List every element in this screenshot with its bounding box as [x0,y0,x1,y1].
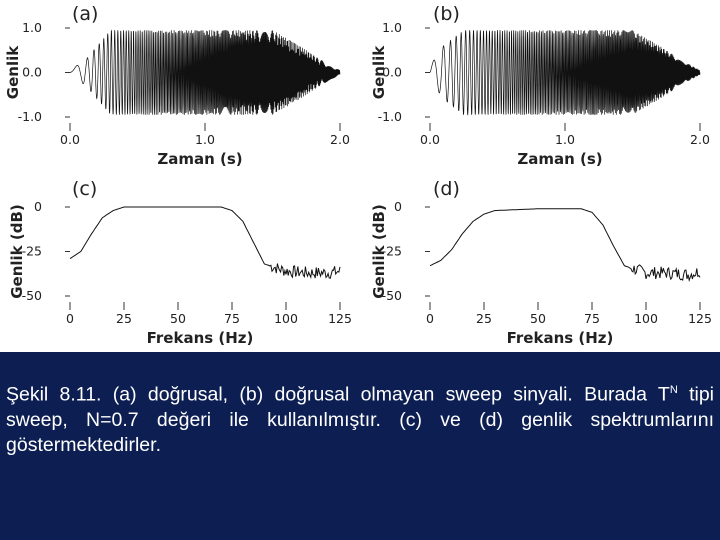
figure: (a) 1.0 0.0 -1.0 0.0 1.0 2.0 Zaman (s) Genlik (b)… [4,3,712,347]
x-axis-title: Zaman (s) [157,150,242,168]
x-tick-label: 50 [170,311,186,326]
y-tick-label: 1.0 [382,20,402,35]
signal-line [70,29,341,115]
panel-label: (b) [433,3,460,25]
y-tick-label: 0 [394,199,402,214]
x-tick-label: 25 [476,311,492,326]
y-tick-label: 0.0 [382,65,402,80]
x-tick-label: 125 [688,311,712,326]
figure-svg: (a) 1.0 0.0 -1.0 0.0 1.0 2.0 Zaman (s) Genlik (b)… [4,3,712,347]
signal-line [429,29,701,116]
caption-number: Şekil 8.11. [6,383,102,406]
x-axis-title: Zaman (s) [517,150,602,168]
x-tick-label: 25 [116,311,132,326]
x-tick-label: 2.0 [690,132,710,147]
y-tick-label: -50 [382,288,402,303]
x-tick-label: 0.0 [420,132,440,147]
spectrum-line [429,208,701,283]
x-tick-label: 0 [66,311,74,326]
panel-label: (a) [72,3,98,25]
y-tick-label: -50 [22,288,42,303]
figure-caption: Şekil 8.11. (a) doğrusal, (b) doğrusal o… [6,378,714,458]
y-axis-title: Genlik (dB) [370,204,388,299]
x-tick-label: 125 [328,311,352,326]
panel-label: (c) [72,178,97,200]
y-axis-title: Genlik (dB) [8,204,26,299]
y-tick-label: 0.0 [22,65,42,80]
y-tick-label: -25 [22,244,42,259]
y-tick-label: 1.0 [22,20,42,35]
x-tick-label: 0.0 [60,132,80,147]
x-tick-label: 50 [530,311,546,326]
x-tick-label: 1.0 [195,132,215,147]
x-axis-title: Frekans (Hz) [507,329,614,347]
x-tick-label: 100 [634,311,658,326]
caption-superscript: N [669,384,678,396]
y-tick-label: -1.0 [18,109,42,124]
y-tick-label: -25 [382,244,402,259]
panel-label: (d) [433,178,460,200]
caption-box [0,352,720,540]
y-tick-label: 0 [34,199,42,214]
x-tick-label: 1.0 [555,132,575,147]
x-tick-label: 100 [274,311,298,326]
y-axis-title: Genlik [4,45,22,99]
x-axis-title: Frekans (Hz) [147,329,254,347]
y-tick-label: -1.0 [378,109,402,124]
x-tick-label: 2.0 [330,132,350,147]
x-tick-label: 75 [584,311,600,326]
spectrum-line [69,206,341,279]
x-tick-label: 75 [224,311,240,326]
y-axis-title: Genlik [370,45,388,99]
caption-text-2: tipi sweep, N=0.7 değeri ile kullanılmış… [6,383,715,456]
caption-text-1: (a) doğrusal, (b) doğrusal olmayan sweep… [101,383,670,406]
x-tick-label: 0 [426,311,434,326]
